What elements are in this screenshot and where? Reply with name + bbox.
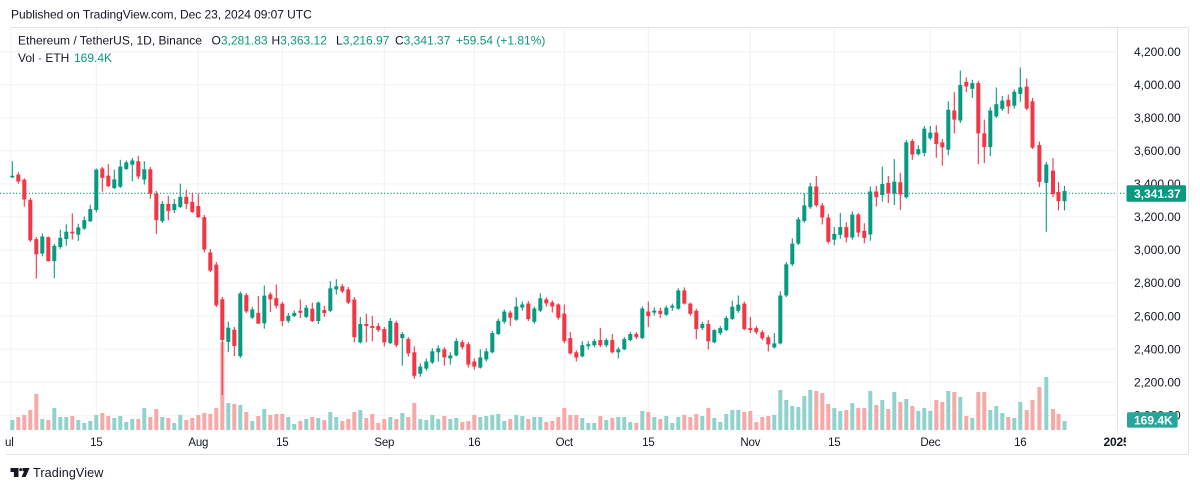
svg-text:H3,363.12: H3,363.12 <box>272 34 328 48</box>
svg-text:Vol · ETH: Vol · ETH <box>18 51 69 65</box>
svg-text:4,000.00: 4,000.00 <box>1134 78 1181 92</box>
svg-text:2,600.00: 2,600.00 <box>1134 309 1181 323</box>
svg-text:Dec: Dec <box>920 437 940 449</box>
svg-text:16: 16 <box>1014 437 1026 449</box>
svg-text:4,200.00: 4,200.00 <box>1134 45 1181 59</box>
svg-text:169.4K: 169.4K <box>1134 414 1173 428</box>
svg-text:+59.54 (+1.81%): +59.54 (+1.81%) <box>456 34 545 48</box>
svg-text:Nov: Nov <box>740 437 760 449</box>
svg-text:2,800.00: 2,800.00 <box>1134 276 1181 290</box>
svg-text:2,400.00: 2,400.00 <box>1134 342 1181 356</box>
svg-text:Oct: Oct <box>556 437 574 449</box>
svg-text:15: 15 <box>828 437 840 449</box>
svg-text:Aug: Aug <box>188 437 208 449</box>
svg-text:15: 15 <box>276 437 288 449</box>
svg-text:16: 16 <box>468 437 480 449</box>
svg-text:L3,216.97: L3,216.97 <box>336 34 390 48</box>
svg-text:Sep: Sep <box>374 437 394 449</box>
svg-text:ul: ul <box>5 437 14 449</box>
svg-text:169.4K: 169.4K <box>74 51 112 65</box>
svg-text:2,200.00: 2,200.00 <box>1134 375 1181 389</box>
svg-text:3,800.00: 3,800.00 <box>1134 111 1181 125</box>
svg-text:C3,341.37: C3,341.37 <box>395 34 451 48</box>
svg-text:15: 15 <box>90 437 102 449</box>
svg-text:Published on TradingView.com,: Published on TradingView.com, Dec 23, 20… <box>11 8 312 22</box>
svg-text:3,000.00: 3,000.00 <box>1134 243 1181 257</box>
svg-text:TradingView: TradingView <box>33 466 104 480</box>
svg-text:2025: 2025 <box>1104 435 1130 449</box>
svg-text:15: 15 <box>642 437 654 449</box>
svg-text:3,200.00: 3,200.00 <box>1134 210 1181 224</box>
svg-text:3,341.37: 3,341.37 <box>1134 187 1181 201</box>
svg-text:O3,281.83: O3,281.83 <box>212 34 268 48</box>
svg-text:Ethereum / TetherUS, 1D, Binan: Ethereum / TetherUS, 1D, Binance <box>18 34 202 48</box>
svg-text:3,600.00: 3,600.00 <box>1134 144 1181 158</box>
